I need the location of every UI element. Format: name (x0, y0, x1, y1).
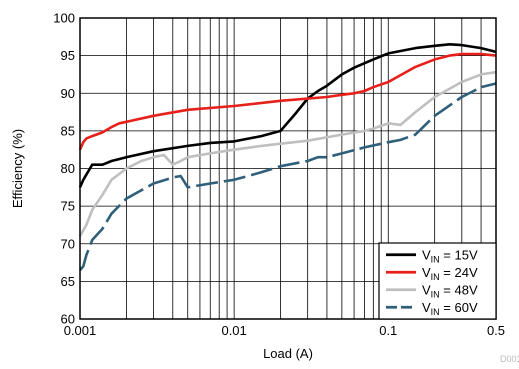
legend-entry-3: VIN = 48V (422, 282, 478, 299)
x-axis-label: Load (A) (263, 346, 313, 361)
y-tick-label: 60 (61, 312, 75, 327)
figure-id-watermark: D001 (500, 354, 519, 364)
series-lines (78, 42, 497, 271)
legend-entry-4: VIN = 60V (422, 300, 478, 317)
y-axis-label: Efficiency (%) (10, 129, 25, 208)
y-tick-label: 75 (61, 199, 75, 214)
y-tick-label: 100 (53, 11, 75, 26)
y-tick-label: 80 (61, 161, 75, 176)
series-line-4 (79, 82, 497, 271)
legend-entry-1: VIN = 15V (422, 247, 478, 264)
plot-frame (79, 17, 497, 320)
y-tick-label: 65 (61, 274, 75, 289)
y-tick-label: 70 (61, 236, 75, 251)
x-tick-label: 0.1 (379, 323, 397, 338)
x-tick-label: 0.5 (487, 323, 505, 338)
y-tick-label: 85 (61, 123, 75, 138)
y-tick-label: 90 (61, 86, 75, 101)
series-line-3 (78, 70, 497, 237)
legend-entry-2: VIN = 24V (422, 265, 478, 282)
x-tick-label: 0.01 (221, 323, 246, 338)
series-line-2 (78, 52, 497, 151)
series-line-1 (78, 42, 497, 188)
y-tick-label: 95 (61, 48, 75, 63)
x-tick-label: 0.001 (64, 323, 97, 338)
tick-labels: 60 65 70 75 80 85 90 95 100 0.001 0.01 0.1 0.5 (53, 11, 505, 339)
